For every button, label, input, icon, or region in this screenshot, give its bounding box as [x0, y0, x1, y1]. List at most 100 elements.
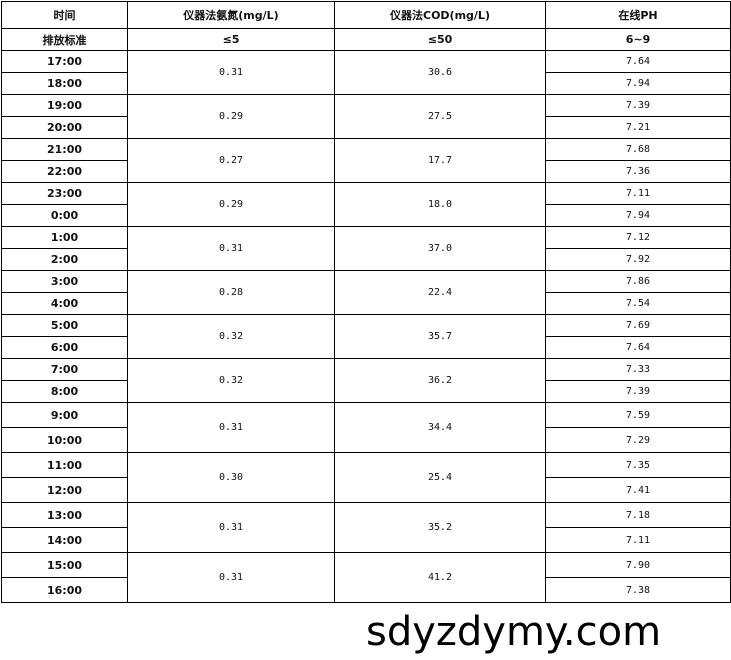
table-row: 14:00 7.11	[1, 527, 731, 553]
header-time: 时间	[1, 1, 128, 29]
standard-ammonia: ≤5	[127, 28, 335, 51]
standard-label: 排放标准	[1, 28, 128, 51]
ph-cell: 7.21	[545, 116, 731, 139]
time-cell: 12:00	[1, 477, 128, 503]
cod-cell: 17.7	[334, 138, 546, 183]
time-cell: 17:00	[1, 50, 128, 73]
ph-cell: 7.36	[545, 160, 731, 183]
ammonia-cell: 0.31	[127, 552, 335, 603]
table-row: 13:00 0.31 35.2 7.18	[1, 502, 731, 553]
time-cell: 9:00	[1, 402, 128, 428]
table-row: 19:00 0.29 27.5 7.39	[1, 94, 731, 139]
table-row: 10:00 7.29	[1, 427, 731, 453]
ph-cell: 7.90	[545, 552, 731, 578]
standard-row: 排放标准 ≤5 ≤50 6~9	[1, 28, 731, 51]
cod-cell: 30.6	[334, 50, 546, 95]
monitoring-table: 时间 仪器法氨氮(mg/L) 仪器法COD(mg/L) 在线PH 排放标准 ≤5…	[1, 1, 731, 603]
ph-cell: 7.69	[545, 314, 731, 337]
time-cell: 10:00	[1, 427, 128, 453]
ph-cell: 7.59	[545, 402, 731, 428]
table-row: 1:00 0.31 37.0 7.12	[1, 226, 731, 271]
table-row: 9:00 0.31 34.4 7.59	[1, 402, 731, 453]
ph-cell: 7.86	[545, 270, 731, 293]
time-cell: 16:00	[1, 577, 128, 603]
table-row: 7:00 0.32 36.2 7.33	[1, 358, 731, 403]
ph-cell: 7.12	[545, 226, 731, 249]
ph-cell: 7.94	[545, 72, 731, 95]
ph-cell: 7.18	[545, 502, 731, 528]
time-cell: 3:00	[1, 270, 128, 293]
time-cell: 2:00	[1, 248, 128, 271]
cod-cell: 35.2	[334, 502, 546, 553]
ammonia-cell: 0.31	[127, 502, 335, 553]
table-row: 2:00 7.92	[1, 248, 731, 271]
time-cell: 11:00	[1, 452, 128, 478]
table-row: 5:00 0.32 35.7 7.69	[1, 314, 731, 359]
time-cell: 4:00	[1, 292, 128, 315]
time-cell: 7:00	[1, 358, 128, 381]
ph-cell: 7.54	[545, 292, 731, 315]
table-row: 12:00 7.41	[1, 477, 731, 503]
cod-cell: 37.0	[334, 226, 546, 271]
cod-cell: 36.2	[334, 358, 546, 403]
time-cell: 19:00	[1, 94, 128, 117]
time-cell: 13:00	[1, 502, 128, 528]
cod-cell: 41.2	[334, 552, 546, 603]
time-cell: 5:00	[1, 314, 128, 337]
cod-cell: 27.5	[334, 94, 546, 139]
ph-cell: 7.64	[545, 336, 731, 359]
time-cell: 23:00	[1, 182, 128, 205]
cod-cell: 25.4	[334, 452, 546, 503]
table-row: 17:00 0.31 30.6 7.64	[1, 50, 731, 95]
ph-cell: 7.35	[545, 452, 731, 478]
table-row: 8:00 7.39	[1, 380, 731, 403]
ph-cell: 7.11	[545, 527, 731, 553]
cod-cell: 22.4	[334, 270, 546, 315]
header-cod: 仪器法COD(mg/L)	[334, 1, 546, 29]
table-row: 11:00 0.30 25.4 7.35	[1, 452, 731, 503]
ammonia-cell: 0.29	[127, 94, 335, 139]
ammonia-cell: 0.31	[127, 402, 335, 453]
time-cell: 6:00	[1, 336, 128, 359]
ph-cell: 7.64	[545, 50, 731, 73]
header-ph: 在线PH	[545, 1, 731, 29]
table-row: 21:00 0.27 17.7 7.68	[1, 138, 731, 183]
time-cell: 21:00	[1, 138, 128, 161]
cod-cell: 18.0	[334, 182, 546, 227]
ammonia-cell: 0.27	[127, 138, 335, 183]
ph-cell: 7.29	[545, 427, 731, 453]
ph-cell: 7.39	[545, 380, 731, 403]
standard-ph: 6~9	[545, 28, 731, 51]
standard-cod: ≤50	[334, 28, 546, 51]
ph-cell: 7.41	[545, 477, 731, 503]
time-cell: 20:00	[1, 116, 128, 139]
time-cell: 14:00	[1, 527, 128, 553]
table-row: 3:00 0.28 22.4 7.86	[1, 270, 731, 315]
ammonia-cell: 0.29	[127, 182, 335, 227]
time-cell: 22:00	[1, 160, 128, 183]
ph-cell: 7.68	[545, 138, 731, 161]
ph-cell: 7.38	[545, 577, 731, 603]
time-cell: 18:00	[1, 72, 128, 95]
ph-cell: 7.39	[545, 94, 731, 117]
ammonia-cell: 0.32	[127, 358, 335, 403]
header-row: 时间 仪器法氨氮(mg/L) 仪器法COD(mg/L) 在线PH	[1, 1, 731, 29]
time-cell: 8:00	[1, 380, 128, 403]
table-row: 23:00 0.29 18.0 7.11	[1, 182, 731, 227]
ammonia-cell: 0.31	[127, 226, 335, 271]
ammonia-cell: 0.30	[127, 452, 335, 503]
ammonia-cell: 0.32	[127, 314, 335, 359]
time-cell: 1:00	[1, 226, 128, 249]
ammonia-cell: 0.28	[127, 270, 335, 315]
ph-cell: 7.92	[545, 248, 731, 271]
ph-cell: 7.11	[545, 182, 731, 205]
time-cell: 0:00	[1, 204, 128, 227]
cod-cell: 35.7	[334, 314, 546, 359]
table-row: 16:00 7.38	[1, 577, 731, 603]
ph-cell: 7.33	[545, 358, 731, 381]
cod-cell: 34.4	[334, 402, 546, 453]
header-ammonia: 仪器法氨氮(mg/L)	[127, 1, 335, 29]
table-row: 15:00 0.31 41.2 7.90	[1, 552, 731, 603]
time-cell: 15:00	[1, 552, 128, 578]
table-row: 0:00 7.94	[1, 204, 731, 227]
